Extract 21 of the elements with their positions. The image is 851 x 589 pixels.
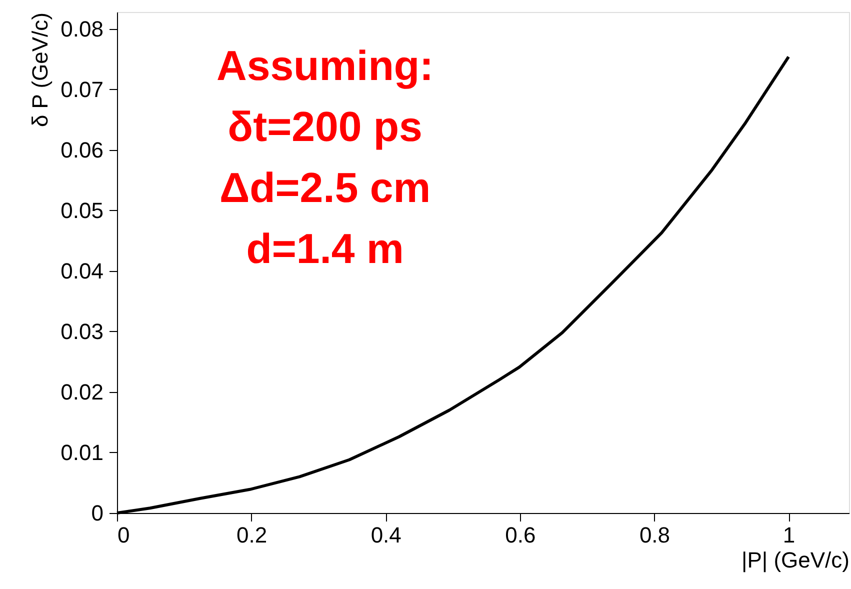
- x-tick-label: 0.4: [370, 522, 402, 548]
- x-tick-label: 1: [782, 522, 796, 548]
- y-tick-label: 0: [91, 500, 104, 526]
- x-axis-title: |P| (GeV/c): [741, 548, 850, 572]
- annotation: d=1.4 m: [246, 225, 404, 272]
- y-tick-label: 0.02: [60, 379, 104, 404]
- x-tick-label: 0: [118, 522, 130, 548]
- y-axis-title: δ P (GeV/c): [28, 12, 53, 128]
- y-tick-label: 0.01: [60, 440, 104, 465]
- annotation: Δd=2.5 cm: [219, 164, 431, 211]
- y-tick-label: 0.05: [60, 198, 104, 223]
- x-tick-label: 0.8: [639, 522, 670, 548]
- annotation: Assuming:: [216, 42, 434, 89]
- y-tick-label: 0.04: [60, 258, 104, 284]
- y-tick-label: 0.06: [60, 137, 104, 162]
- annotation: δt=200 ps: [228, 103, 422, 150]
- x-tick-label: 0.6: [505, 522, 536, 548]
- y-tick-label: 0.03: [60, 318, 104, 344]
- y-tick-label: 0.08: [60, 16, 104, 42]
- y-tick-label: 0.07: [60, 76, 104, 102]
- x-tick-label: 0.2: [236, 522, 268, 548]
